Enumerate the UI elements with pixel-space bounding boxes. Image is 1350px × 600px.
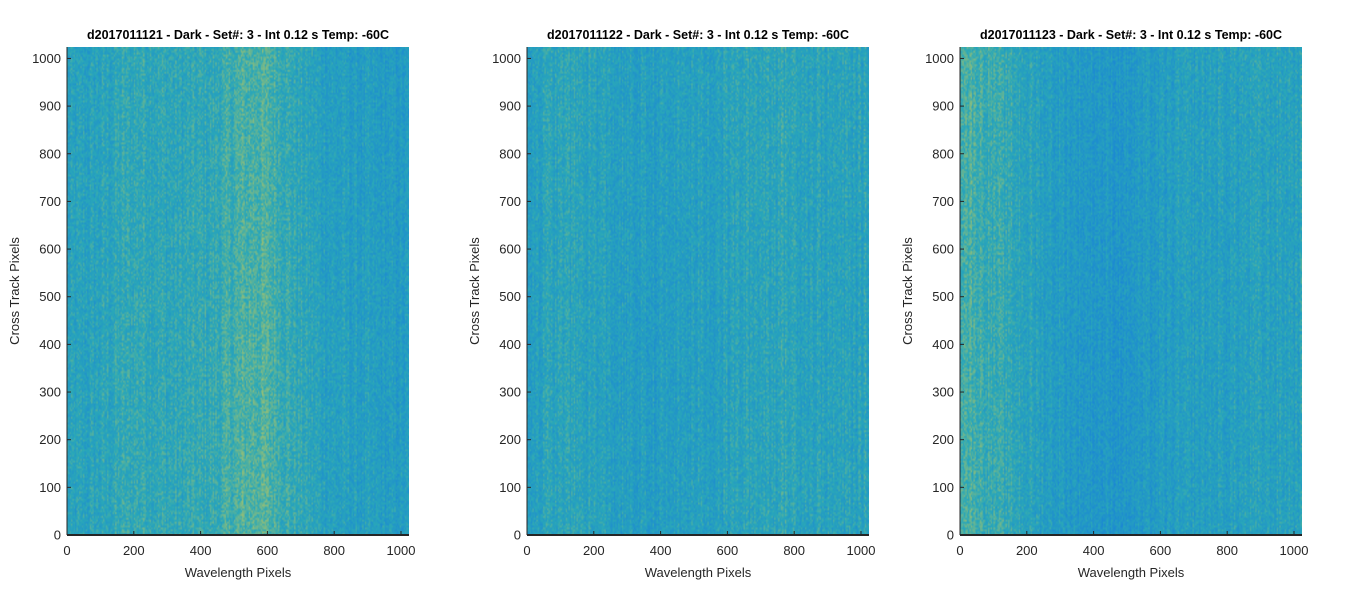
y-tick-label: 200 — [932, 432, 954, 447]
y-tick-label: 0 — [947, 528, 954, 543]
y-tick-label: 700 — [39, 194, 61, 209]
x-tick-label: 400 — [190, 543, 212, 558]
y-tick-label: 1000 — [925, 51, 954, 66]
y-tick-label: 200 — [499, 432, 521, 447]
x-tick-label: 600 — [257, 543, 279, 558]
y-tick-label: 100 — [499, 480, 521, 495]
x-tick-label: 600 — [1150, 543, 1172, 558]
y-tick-label: 300 — [932, 385, 954, 400]
y-tick-label: 900 — [39, 99, 61, 114]
y-tick-label: 400 — [932, 337, 954, 352]
x-tick-label: 0 — [956, 543, 963, 558]
y-tick-label: 400 — [39, 337, 61, 352]
x-tick-label: 200 — [1016, 543, 1038, 558]
y-tick-label: 300 — [499, 385, 521, 400]
y-tick-label: 700 — [499, 194, 521, 209]
y-tick-label: 900 — [499, 99, 521, 114]
x-tick-label: 1000 — [387, 543, 416, 558]
y-tick-label: 600 — [499, 242, 521, 257]
y-axis-label: Cross Track Pixels — [7, 237, 22, 345]
y-tick-label: 100 — [39, 480, 61, 495]
y-tick-label: 500 — [499, 289, 521, 304]
y-tick-label: 300 — [39, 385, 61, 400]
y-axis-label: Cross Track Pixels — [467, 237, 482, 345]
x-tick-label: 800 — [783, 543, 805, 558]
x-tick-label: 200 — [123, 543, 145, 558]
y-tick-label: 0 — [54, 528, 61, 543]
y-tick-label: 100 — [932, 480, 954, 495]
x-axis-label: Wavelength Pixels — [185, 565, 292, 580]
y-tick-label: 800 — [39, 146, 61, 161]
y-tick-label: 1000 — [32, 51, 61, 66]
heatmap-image — [527, 47, 869, 535]
y-tick-label: 900 — [932, 99, 954, 114]
y-tick-label: 200 — [39, 432, 61, 447]
y-tick-label: 600 — [39, 242, 61, 257]
x-tick-label: 800 — [1216, 543, 1238, 558]
y-tick-label: 400 — [499, 337, 521, 352]
x-tick-label: 400 — [650, 543, 672, 558]
x-tick-label: 600 — [717, 543, 739, 558]
y-tick-label: 800 — [932, 146, 954, 161]
x-tick-label: 800 — [323, 543, 345, 558]
x-tick-label: 400 — [1083, 543, 1105, 558]
x-tick-label: 0 — [523, 543, 530, 558]
y-tick-label: 800 — [499, 146, 521, 161]
x-axis-label: Wavelength Pixels — [645, 565, 752, 580]
x-tick-label: 200 — [583, 543, 605, 558]
chart-title: d2017011122 - Dark - Set#: 3 - Int 0.12 … — [547, 28, 849, 42]
chart-title: d2017011123 - Dark - Set#: 3 - Int 0.12 … — [980, 28, 1282, 42]
x-tick-label: 1000 — [847, 543, 876, 558]
heatmap-image — [960, 47, 1302, 535]
y-tick-label: 500 — [932, 289, 954, 304]
y-tick-label: 500 — [39, 289, 61, 304]
y-axis-label: Cross Track Pixels — [900, 237, 915, 345]
y-tick-label: 700 — [932, 194, 954, 209]
heatmap-panel-3: 0 200 400 600 800 1000 0 100 200 300 400 500 600 700 8… — [900, 28, 1308, 580]
heatmap-panel-2: 0 200 400 600 800 1000 0 100 200 300 400 500 600 700 8… — [467, 28, 875, 580]
x-tick-label: 0 — [63, 543, 70, 558]
y-tick-label: 600 — [932, 242, 954, 257]
y-tick-label: 1000 — [492, 51, 521, 66]
chart-title: d2017011121 - Dark - Set#: 3 - Int 0.12 … — [87, 28, 389, 42]
y-tick-label: 0 — [514, 528, 521, 543]
heatmap-panel-1: 0 200 400 600 800 1000 0 100 200 300 400 500 600 700 8… — [7, 28, 415, 580]
x-tick-label: 1000 — [1280, 543, 1309, 558]
heatmap-image — [67, 47, 409, 535]
x-axis-label: Wavelength Pixels — [1078, 565, 1185, 580]
